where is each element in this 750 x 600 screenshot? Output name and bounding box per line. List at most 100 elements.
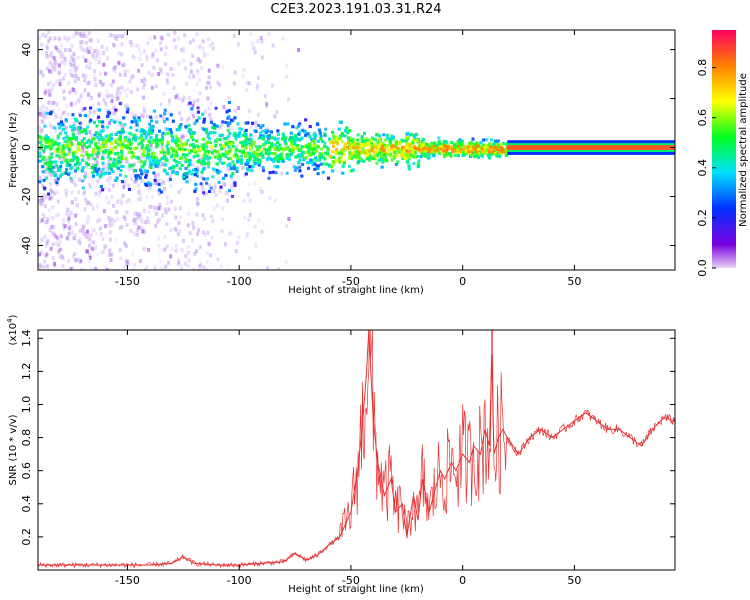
- spectrogram-speckle: [78, 131, 82, 136]
- spectrogram-band-cell: [350, 156, 354, 160]
- spectrogram-band-cell: [176, 144, 180, 148]
- spectrogram-speckle: [197, 77, 201, 82]
- bottom-y-axis-label: SNR (10 * v/v): [8, 414, 19, 485]
- spectrogram-speckle: [200, 185, 204, 190]
- spectrogram-speckle: [41, 73, 45, 78]
- spectrogram-band-cell: [263, 142, 267, 146]
- spectrogram-band-cell: [144, 134, 148, 138]
- spectrogram-band-cell: [195, 119, 199, 123]
- spectrogram-band-cell: [389, 154, 393, 158]
- spectrogram-band-cell: [181, 175, 185, 179]
- spectrogram-band-cell: [229, 157, 233, 161]
- spectrogram-band-cell: [89, 106, 93, 110]
- spectrogram-band-cell: [108, 163, 112, 167]
- spectrogram-speckle: [205, 251, 209, 256]
- spectrogram-band-cell: [325, 151, 329, 155]
- spectrogram-band-cell: [53, 173, 57, 177]
- spectrogram-speckle: [130, 75, 134, 80]
- spectrogram-speckle: [73, 182, 77, 187]
- spectrogram-band-cell: [407, 155, 411, 159]
- spectrogram-band-cell: [423, 149, 427, 153]
- spectrogram-band-cell: [473, 147, 477, 151]
- spectrogram-band-cell: [98, 120, 102, 124]
- spectrogram-speckle: [71, 57, 75, 62]
- spectrogram-speckle: [74, 101, 78, 106]
- spectrogram-speckle: [248, 212, 252, 217]
- spectrogram-speckle: [79, 47, 83, 52]
- spectrogram-speckle: [174, 147, 178, 152]
- spectrogram-speckle: [73, 251, 77, 256]
- spectrogram-band-cell: [453, 145, 457, 149]
- spectrogram-speckle: [96, 162, 100, 167]
- spectrogram-band-cell: [351, 151, 355, 155]
- spectrogram-band-cell: [385, 152, 389, 156]
- spectrogram-band-cell: [266, 129, 270, 133]
- spectrogram-band-cell: [146, 132, 150, 136]
- spectrogram-speckle: [57, 212, 61, 217]
- spectrogram-band-cell: [81, 179, 85, 183]
- spectrogram-band-cell: [130, 151, 134, 155]
- spectrogram-band-cell: [312, 139, 316, 143]
- spectrogram-speckle: [71, 88, 75, 93]
- spectrogram-speckle: [80, 40, 84, 45]
- spectrogram-speckle: [157, 206, 161, 211]
- spectrogram-speckle: [42, 192, 46, 197]
- spectrogram-speckle: [109, 217, 113, 222]
- spectrogram-speckle: [82, 191, 86, 196]
- spectrogram-speckle: [125, 159, 129, 164]
- spectrogram-band-cell: [308, 153, 312, 157]
- spectrogram-speckle: [50, 224, 54, 229]
- spectrogram-band-cell: [109, 163, 113, 167]
- spectrogram-speckle: [76, 239, 80, 244]
- spectrogram-band-cell: [76, 159, 80, 163]
- spectrogram-speckle: [40, 237, 44, 242]
- spectrogram-band-cell: [312, 144, 316, 148]
- spectrogram-speckle: [156, 236, 160, 241]
- spectrogram-band-cell: [459, 143, 463, 147]
- spectrogram-speckle: [216, 203, 220, 208]
- spectrogram-band-cell: [228, 132, 232, 136]
- spectrogram-band-cell: [91, 171, 95, 175]
- spectrogram-speckle: [41, 120, 45, 125]
- spectrogram-band-cell: [56, 177, 60, 181]
- spectrogram-speckle: [126, 104, 130, 109]
- spectrogram-speckle: [182, 49, 186, 54]
- spectrogram-band-cell: [215, 149, 219, 153]
- spectrogram-band-cell: [285, 153, 289, 157]
- spectrogram-band-cell: [205, 145, 209, 149]
- spectrogram-band-cell: [255, 157, 259, 161]
- spectrogram-speckle: [83, 176, 87, 181]
- spectrogram-band-cell: [301, 162, 305, 166]
- spectrogram-speckle: [177, 190, 181, 195]
- spectrogram-band-cell: [218, 170, 222, 174]
- spectrogram-band-cell: [60, 146, 64, 150]
- spectrogram-band-cell: [113, 145, 117, 149]
- spectrogram-band-cell: [353, 149, 357, 153]
- spectrogram-speckle: [165, 244, 169, 249]
- spectrogram-speckle: [157, 191, 161, 196]
- spectrogram-band-cell: [469, 142, 473, 146]
- spectrogram-speckle: [73, 257, 77, 262]
- spectrogram-band-cell: [218, 134, 222, 138]
- spectrogram-speckle: [91, 163, 95, 168]
- y-tick-label: 1.2: [20, 363, 33, 381]
- spectrogram-band-cell: [185, 180, 189, 184]
- spectrogram-band-cell: [268, 145, 272, 149]
- spectrogram-band-cell: [163, 154, 167, 158]
- spectrogram-band-cell: [247, 137, 251, 141]
- spectrogram-band-cell: [461, 139, 465, 143]
- spectrogram-band-cell: [218, 138, 222, 142]
- spectrogram-band-cell: [212, 167, 216, 171]
- spectrogram-speckle: [209, 253, 213, 258]
- spectrogram-speckle: [109, 170, 113, 175]
- spectrogram-band-cell: [80, 154, 84, 158]
- spectrogram-band-cell: [141, 143, 145, 147]
- spectrogram-band-cell: [437, 149, 441, 153]
- spectrogram-band-cell: [437, 140, 441, 144]
- spectrogram-band-cell: [106, 114, 110, 118]
- spectrogram-speckle: [242, 67, 246, 72]
- spectrogram-speckle: [157, 164, 161, 169]
- spectrogram-band-cell: [320, 156, 324, 160]
- spectrogram-speckle: [116, 118, 120, 123]
